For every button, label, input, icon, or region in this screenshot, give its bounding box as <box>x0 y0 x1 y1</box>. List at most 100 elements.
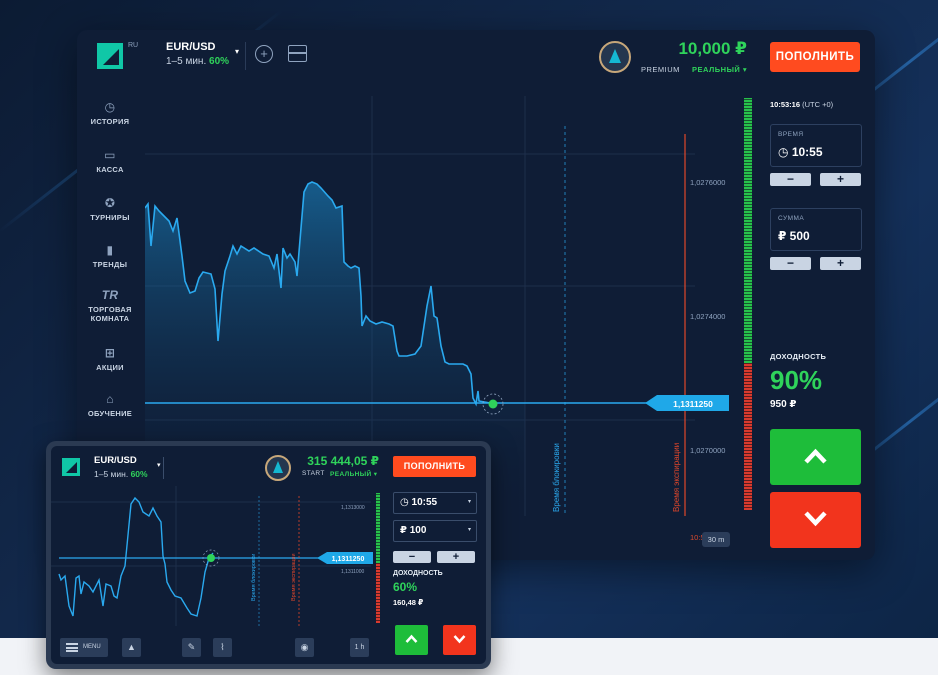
sidebar-item-label: ИСТОРИЯ <box>90 117 130 126</box>
asset-payout: 60% <box>130 469 148 479</box>
avatar[interactable] <box>265 455 291 481</box>
asset-pair[interactable]: EUR/USD <box>166 41 216 53</box>
time-plus-button[interactable]: + <box>820 173 861 186</box>
sidebar-item-label: КАССА <box>96 165 124 174</box>
account-balance[interactable]: 10,000 ₽ <box>678 39 747 58</box>
price-axis-label: 1,1311000 <box>341 569 364 575</box>
clock-icon: ◷ <box>778 145 789 159</box>
divider <box>245 42 246 70</box>
amount-field-label: СУММА <box>778 215 805 222</box>
brand-logo-icon[interactable] <box>62 458 80 476</box>
call-up-button[interactable] <box>770 429 861 485</box>
price-chart[interactable]: 1,1311250 1,1313000 1,1311000 Время блок… <box>51 486 381 626</box>
tablet-device: EUR/USD 1–5 мин. 60% ▾ 315 444,05 ₽ STAR… <box>46 441 491 669</box>
sentiment-up-bar <box>376 493 380 563</box>
time-minus-button[interactable]: − <box>770 173 811 186</box>
asset-dropdown-icon[interactable]: ▾ <box>235 47 240 56</box>
top-bar: RU EUR/USD 1–5 мин. 60% ▾ + 10,000 ₽ PRE… <box>77 30 875 86</box>
divider <box>163 457 164 479</box>
deposit-button[interactable]: ПОПОЛНИТЬ <box>770 42 860 72</box>
deposit-button[interactable]: ПОПОЛНИТЬ <box>393 456 476 477</box>
chart-type-button[interactable]: ▲ <box>122 638 141 657</box>
visibility-button[interactable]: ◉ <box>295 638 314 657</box>
timeframe-button[interactable]: 30 m <box>702 532 730 547</box>
put-down-button[interactable] <box>443 625 476 655</box>
asset-duration[interactable]: 1–5 мин. 60% <box>166 56 229 67</box>
sidebar-item-promotions[interactable]: ⊞ АКЦИИ <box>77 346 143 372</box>
time-field[interactable]: ВРЕМЯ ◷ 10:55 <box>770 124 862 167</box>
call-up-button[interactable] <box>395 625 428 655</box>
price-axis-label: 1,0276000 <box>690 178 725 187</box>
avatar[interactable] <box>599 41 631 73</box>
account-type: START <box>302 470 325 477</box>
yield-amount: 950 ₽ <box>770 399 797 410</box>
time-field-value: ◷ 10:55 <box>778 145 823 159</box>
timeframe-button[interactable]: 1 h <box>350 638 369 657</box>
chevron-up-icon <box>405 634 418 643</box>
expiry-time-caption: Время экспирации <box>672 443 681 512</box>
amount-plus-button[interactable]: + <box>437 551 475 563</box>
amount-minus-button[interactable]: − <box>770 257 811 270</box>
amount-field[interactable]: СУММА ₽ 500 <box>770 208 862 251</box>
sidebar-item-trading-room[interactable]: TR ТОРГОВАЯ КОМНАТА <box>77 288 143 323</box>
sidebar-item-trends[interactable]: ▮ ТРЕНДЫ <box>77 243 143 269</box>
yield-amount: 160,48 ₽ <box>393 598 424 607</box>
account-mode-dropdown[interactable]: РЕАЛЬНЫЙ ▾ <box>330 471 378 478</box>
language-badge[interactable]: RU <box>128 42 139 49</box>
price-area-fill <box>145 182 525 516</box>
price-line <box>58 496 214 617</box>
entry-marker-ring <box>482 393 504 415</box>
current-price-tag <box>317 552 373 564</box>
expiry-time-caption: Время экспирации <box>291 553 297 601</box>
server-clock: 10:53:16 (UTC +0) <box>770 100 833 109</box>
sentiment-down-bar <box>376 563 380 623</box>
add-asset-button[interactable]: + <box>255 45 273 63</box>
current-price-tag <box>645 395 729 411</box>
sidebar-item-history[interactable]: ◷ ИСТОРИЯ <box>77 100 143 126</box>
price-axis-label: 1,1313000 <box>341 505 365 511</box>
trophy-icon: ✪ <box>104 196 116 210</box>
chevron-up-icon <box>804 448 827 464</box>
asset-duration[interactable]: 1–5 мин. 60% <box>94 469 148 479</box>
yield-label: ДОХОДНОСТЬ <box>393 570 443 577</box>
entry-marker-dot[interactable] <box>207 554 215 562</box>
put-down-button[interactable] <box>770 492 861 548</box>
current-price-label: 1,1311250 <box>673 399 713 409</box>
account-type: PREMIUM <box>641 65 680 74</box>
clock-timezone: (UTC +0) <box>802 100 834 109</box>
entry-marker-dot[interactable] <box>488 399 498 409</box>
account-balance[interactable]: 315 444,05 ₽ <box>307 454 379 468</box>
asset-pair[interactable]: EUR/USD <box>94 455 137 466</box>
clock-time: 10:53:16 <box>770 100 801 109</box>
asset-dropdown-icon[interactable]: ▾ <box>157 462 161 469</box>
menu-button[interactable]: MENU <box>60 638 108 657</box>
tablet-screen: EUR/USD 1–5 мин. 60% ▾ 315 444,05 ₽ STAR… <box>51 446 486 664</box>
time-field[interactable]: ◷ 10:55 ▾ <box>393 492 477 514</box>
price-chart[interactable]: 1,1311250 1,0276000 1,0274000 1,0270000 … <box>145 96 745 556</box>
amount-field-value: ₽ 100 <box>400 525 427 536</box>
wallet-icon: ▭ <box>104 148 116 162</box>
history-icon: ◷ <box>104 100 116 114</box>
sidebar-item-label: ОБУЧЕНИЕ <box>87 409 133 418</box>
graduation-icon: ⌂ <box>106 392 114 406</box>
amount-field[interactable]: ₽ 100 ▾ <box>393 520 477 542</box>
sentiment-up-bar <box>744 98 752 363</box>
chevron-down-icon <box>804 511 827 527</box>
menu-label: MENU <box>83 644 101 650</box>
chevron-down-icon <box>453 635 466 644</box>
account-mode-dropdown[interactable]: РЕАЛЬНЫЙ ▾ <box>692 65 748 74</box>
area-chart-icon: ▲ <box>127 642 136 652</box>
brand-logo-icon[interactable] <box>97 43 123 69</box>
sidebar-item-education[interactable]: ⌂ ОБУЧЕНИЕ <box>77 392 143 418</box>
draw-tool-button[interactable]: ✎ <box>182 638 201 657</box>
chevron-down-icon: ▾ <box>467 499 471 505</box>
asset-payout: 60% <box>209 56 230 67</box>
sidebar-item-label: ТУРНИРЫ <box>90 213 130 222</box>
sentiment-down-bar <box>744 363 752 510</box>
amount-minus-button[interactable]: − <box>393 551 431 563</box>
sidebar-item-tournaments[interactable]: ✪ ТУРНИРЫ <box>77 196 143 222</box>
sidebar-item-cashier[interactable]: ▭ КАССА <box>77 148 143 174</box>
indicators-button[interactable]: ⌇ <box>213 638 232 657</box>
layout-toggle-button[interactable] <box>288 45 307 62</box>
amount-plus-button[interactable]: + <box>820 257 861 270</box>
